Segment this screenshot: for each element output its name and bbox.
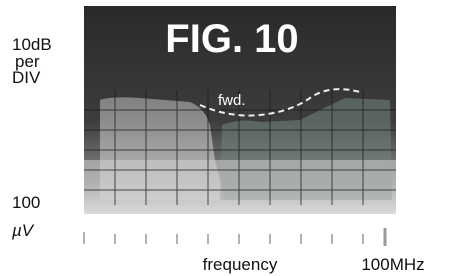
scale-label: DIV [12,68,41,87]
bottom-ticks [84,228,385,246]
reference-label: 100 [12,193,40,212]
x-axis-end: 100MHz [361,255,424,274]
figure-title: FIG. 10 [165,17,298,61]
noise-floor [84,160,396,214]
reference-label: µV [11,221,35,240]
x-axis-label: frequency [203,255,278,274]
figure: 10dB per DIV FIG. 10 fwd. 100 µV frequen… [0,0,449,276]
trace-label: fwd. [218,92,246,109]
